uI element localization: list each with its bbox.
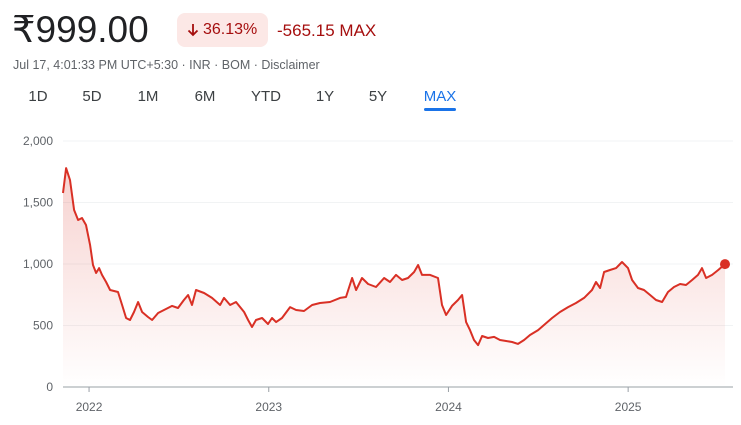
x-tick-label: 2023	[255, 400, 282, 414]
y-tick-label: 500	[33, 319, 53, 333]
range-tab[interactable]: YTD	[251, 88, 281, 105]
down-arrow	[187, 24, 199, 37]
change-badge: 36.13%	[177, 13, 268, 47]
range-tab[interactable]: MAX	[423, 88, 457, 105]
meta-info: Jul 17, 4:01:33 PM UTC+5:30 · INR · BOM …	[13, 58, 258, 72]
y-tick-label: 0	[46, 380, 53, 394]
change-amount: -565.15	[277, 21, 335, 40]
x-tick-label: 2025	[615, 400, 642, 414]
tab-underline	[424, 108, 456, 111]
period: MAX	[339, 21, 377, 40]
last-point	[720, 259, 730, 270]
range-tab[interactable]: 1D	[28, 88, 48, 105]
disclaimer-link[interactable]: Disclaimer	[261, 58, 320, 72]
change-value: -565.15 MAX	[277, 21, 376, 41]
range-tab[interactable]: 5Y	[368, 88, 388, 105]
change-percent: 36.13%	[203, 21, 258, 38]
range-tab[interactable]: 6M	[194, 88, 216, 105]
y-tick-label: 1,000	[23, 257, 53, 271]
range-tab[interactable]: 1Y	[315, 88, 335, 105]
y-tick-label: 1,500	[23, 196, 53, 210]
y-tick-label: 2,000	[23, 134, 53, 148]
meta: Jul 17, 4:01:33 PM UTC+5:30 · INR · BOM …	[13, 58, 320, 72]
range-tab[interactable]: 5D	[82, 88, 102, 105]
price-line	[62, 167, 726, 347]
range-tab[interactable]: 1M	[137, 88, 159, 105]
x-tick-label: 2022	[76, 400, 103, 414]
x-tick-label: 2024	[435, 400, 462, 414]
chart: 2,000 1,500 1,000 500 0 2022 2023 2024 2025	[23, 134, 733, 414]
price: ₹999.00	[12, 9, 149, 50]
